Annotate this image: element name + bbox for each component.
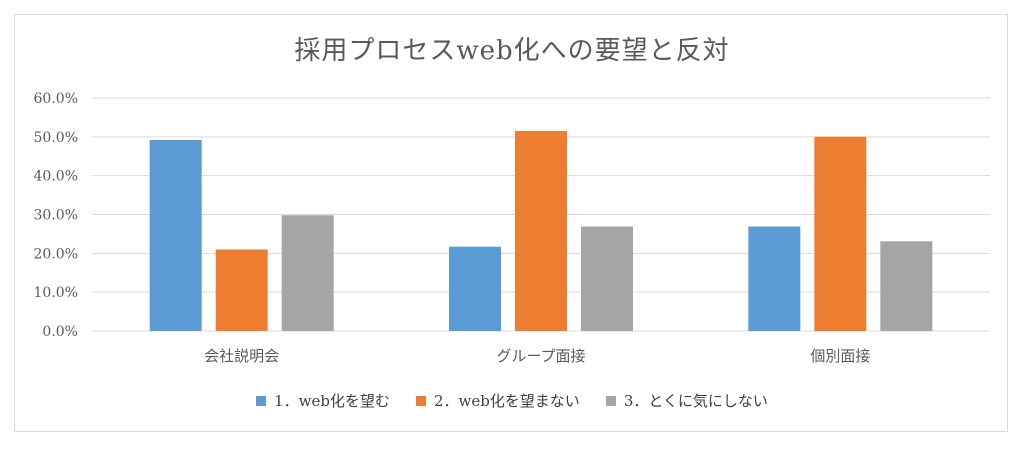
y-tick-label: 20.0%	[34, 246, 78, 262]
x-category-label: グループ面接	[496, 347, 585, 365]
bar	[880, 241, 933, 331]
legend-swatch	[256, 395, 267, 406]
bar	[449, 246, 501, 331]
legend-item: 3．とくに気にしない	[605, 390, 768, 411]
bar	[748, 226, 801, 331]
x-category-label: 個別面接	[810, 347, 870, 365]
y-tick-label: 50.0%	[34, 130, 78, 146]
bar	[515, 131, 567, 331]
legend-swatch	[415, 395, 426, 406]
bar	[814, 136, 867, 331]
legend-label: 3．とくに気にしない	[623, 392, 768, 410]
bar	[281, 215, 334, 331]
y-tick-label: 40.0%	[34, 169, 78, 185]
chart-legend: 1．web化を望む 2．web化を望まない 3．とくに気にしない	[0, 390, 1024, 411]
y-tick-label: 30.0%	[34, 208, 78, 224]
legend-label: 2．web化を望まない	[433, 392, 580, 410]
chart-title: 採用プロセスweb化への要望と反対	[294, 36, 730, 66]
legend-label: 1．web化を望む	[274, 392, 390, 410]
legend-item: 2．web化を望まない	[415, 390, 580, 411]
bar	[149, 139, 202, 331]
x-category-label: 会社説明会	[204, 347, 279, 365]
y-tick-label: 10.0%	[34, 285, 78, 301]
bar	[215, 249, 268, 331]
y-tick-label: 60.0%	[34, 91, 78, 107]
legend-item: 1．web化を望む	[256, 390, 390, 411]
bar	[581, 226, 633, 331]
y-tick-label: 0.0%	[42, 324, 78, 340]
legend-swatch	[605, 395, 616, 406]
